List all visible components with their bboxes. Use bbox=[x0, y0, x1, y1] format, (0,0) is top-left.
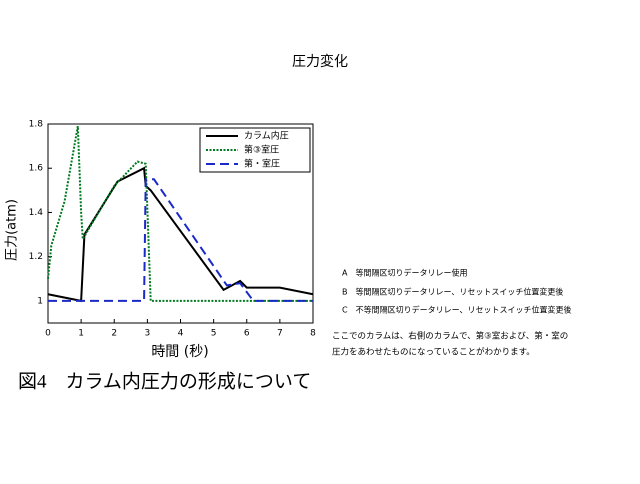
y-tick-label: 1.4 bbox=[29, 208, 44, 218]
x-tick-label: 3 bbox=[145, 329, 151, 339]
description: ここでのカラムは、右側のカラムで、第③室および、第・室の bbox=[332, 331, 568, 342]
y-axis-label: 圧力(atm) bbox=[5, 199, 20, 261]
note: B 等間隔区切りデータリレー、リセットスイッチ位置変更後 bbox=[342, 287, 563, 297]
x-axis-label: 時間 (秒) bbox=[151, 344, 208, 360]
x-tick-label: 1 bbox=[78, 329, 84, 339]
y-tick-label: 1.2 bbox=[29, 252, 43, 262]
y-tick-label: 1.8 bbox=[29, 120, 44, 130]
legend-label: 第・室圧 bbox=[244, 158, 280, 170]
x-tick-label: 0 bbox=[45, 329, 51, 339]
y-tick-label: 1.6 bbox=[29, 164, 44, 174]
x-tick-label: 7 bbox=[277, 329, 283, 339]
x-tick-label: 5 bbox=[211, 329, 217, 339]
x-tick-label: 6 bbox=[244, 329, 250, 339]
y-tick-label: 1 bbox=[37, 296, 43, 306]
chart-title: 圧力変化 bbox=[292, 53, 348, 70]
x-tick-label: 8 bbox=[310, 329, 316, 339]
note: C 不等間隔区切りデータリレー、リセットスイッチ位置変更後 bbox=[342, 305, 572, 315]
legend-label: カラム内圧 bbox=[244, 130, 289, 142]
series-line bbox=[47, 126, 313, 302]
series-line bbox=[47, 166, 314, 303]
caption: 図4 カラム内圧力の形成について bbox=[18, 370, 311, 392]
legend-label: 第③室圧 bbox=[244, 144, 279, 156]
series-line bbox=[48, 178, 313, 302]
x-tick-label: 4 bbox=[178, 329, 184, 339]
description: 圧力をあわせたものになっていることがわかります。 bbox=[332, 347, 535, 358]
x-tick-label: 2 bbox=[111, 329, 117, 339]
note: A 等間隔区切りデータリレー使用 bbox=[342, 268, 467, 278]
